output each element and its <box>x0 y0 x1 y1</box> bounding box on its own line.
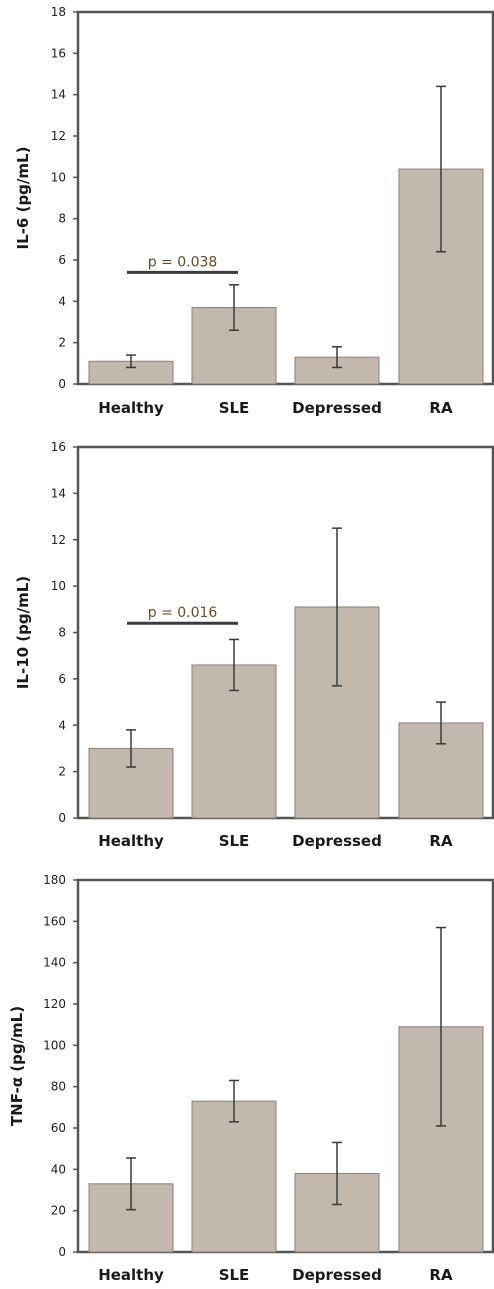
category-label: SLE <box>219 1266 250 1284</box>
category-label: Healthy <box>98 1266 164 1284</box>
y-tick-label: 2 <box>58 765 66 779</box>
y-tick-label: 16 <box>51 46 66 60</box>
il6-chart: 0 2 4 6 8 10 12 14 16 18 IL-6 (pg/mL) Healthy SLE Dep… <box>14 5 494 417</box>
y-tick-label: 16 <box>51 440 66 454</box>
category-label: SLE <box>219 399 250 417</box>
y-tick-label: 180 <box>43 873 66 887</box>
y-tick-label: 18 <box>51 5 66 19</box>
plot-frame <box>76 10 494 386</box>
category-label: RA <box>429 832 453 850</box>
y-tick-label: 14 <box>51 486 66 500</box>
y-tick-label: 8 <box>58 626 66 640</box>
y-tick-label: 4 <box>58 718 66 732</box>
y-axis-title: IL-6 (pg/mL) <box>14 147 32 250</box>
bar-depressed <box>294 356 380 385</box>
y-tick-label: 4 <box>58 294 66 308</box>
y-tick-label: 0 <box>58 377 66 391</box>
category-label: RA <box>429 399 453 417</box>
bar-sle <box>191 1100 277 1253</box>
y-tick-label: 80 <box>51 1080 66 1094</box>
y-axis-title: TNF-α (pg/mL) <box>8 1006 26 1126</box>
y-tick-label: 140 <box>43 956 66 970</box>
category-label: Depressed <box>292 832 382 850</box>
y-axis-title: IL-10 (pg/mL) <box>14 576 32 689</box>
y-tick-label: 8 <box>58 212 66 226</box>
y-tick-label: 60 <box>51 1121 66 1135</box>
y-tick-label: 0 <box>58 1245 66 1259</box>
y-tick-label: 160 <box>43 914 66 928</box>
y-tick-label: 2 <box>58 336 66 350</box>
plot-frame <box>76 878 494 1254</box>
y-tick-label: 120 <box>43 997 66 1011</box>
y-tick-label: 40 <box>51 1162 66 1176</box>
category-label: SLE <box>219 832 250 850</box>
y-tick-label: 6 <box>58 672 66 686</box>
tnf-alpha-chart: 0 20 40 60 80 100 120 140 160 180 TNF-α (pg/mL) Hea… <box>8 873 494 1284</box>
category-label: RA <box>429 1266 453 1284</box>
category-label: Healthy <box>98 399 164 417</box>
category-label: Depressed <box>292 399 382 417</box>
category-label: Healthy <box>98 832 164 850</box>
y-tick-label: 12 <box>51 533 66 547</box>
il10-chart: 0 2 4 6 8 10 12 14 16 IL-10 (pg/mL) Healthy SLE Depr… <box>14 440 494 850</box>
y-tick-label: 10 <box>51 170 66 184</box>
y-tick-label: 6 <box>58 253 66 267</box>
y-tick-label: 10 <box>51 579 66 593</box>
p-value-label: p = 0.016 <box>148 605 218 621</box>
y-tick-label: 14 <box>51 88 66 102</box>
y-tick-label: 100 <box>43 1038 66 1052</box>
category-label: Depressed <box>292 1266 382 1284</box>
p-value-label: p = 0.038 <box>148 254 218 270</box>
y-tick-label: 12 <box>51 129 66 143</box>
y-tick-label: 20 <box>51 1204 66 1218</box>
y-tick-label: 0 <box>58 811 66 825</box>
